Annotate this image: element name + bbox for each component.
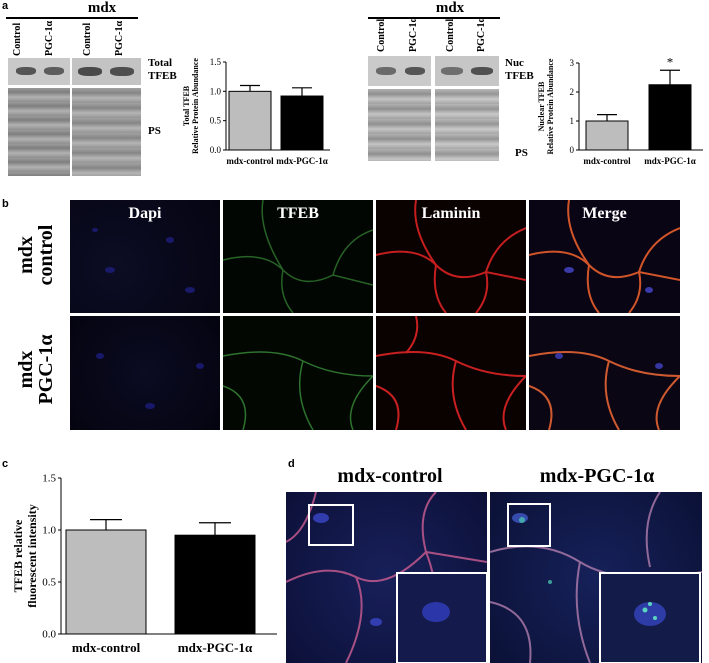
panel-letter-b: b (2, 198, 9, 210)
blot-label-total: Total TFEB (148, 57, 177, 83)
y-tick-label: 3 (570, 58, 575, 68)
x-tick-label: mdx-PGC-1α (644, 156, 696, 166)
image-merge-control: Merge (529, 200, 680, 313)
lane-label: Control (376, 18, 387, 52)
blot-label-ps: PS (515, 147, 528, 159)
column-label-dapi: Dapi (128, 205, 162, 222)
blot-strip (435, 56, 499, 86)
ponceau-stain (72, 88, 141, 176)
chart-a-left: 0.0 0.5 1.0 1.5 Total TFEBRelative Protein A… (182, 57, 330, 166)
x-tick-label: mdx-control (72, 640, 141, 655)
fiber-outline-icon (529, 351, 680, 430)
blot-label-nuc: Nuc TFEB (505, 57, 534, 83)
y-tick-label: 0.5 (42, 577, 56, 589)
ponceau-stain (368, 89, 431, 161)
ponceau-stain (8, 88, 70, 176)
blot-label-line: Nuc (505, 57, 524, 69)
d-title-pgc: mdx-PGC-1α (539, 465, 655, 487)
fiber-outline-icon (376, 316, 526, 430)
blot-label-line: TFEB (148, 70, 177, 82)
chart-a-right: 0 1 2 3 Nuclear TFEBRelative Protein Abundan… (537, 54, 703, 166)
row-label-control: mdx control (15, 205, 57, 305)
bar-mdx-PGC-1α (648, 84, 692, 151)
x-tick-label: mdx-PGC-1α (276, 156, 328, 166)
column-label-tfeb: TFEB (277, 205, 319, 222)
nuclei-icon (92, 228, 195, 293)
lane-label: PGC-1α (476, 16, 487, 52)
y-tick-label: 0.0 (210, 145, 222, 155)
fiber-outline-icon (286, 492, 487, 663)
group-line-right (368, 17, 500, 19)
image-merge-pgc (529, 316, 680, 430)
group-label-left: mdx (87, 0, 117, 16)
image-confocal-pgc (490, 492, 702, 663)
column-label-laminin: Laminin (421, 205, 481, 222)
fiber-outline-icon (223, 200, 373, 313)
group-label-right: mdx (435, 0, 465, 16)
x-tick-label: mdx-control (226, 156, 274, 166)
blot-strip (72, 58, 141, 85)
row-label-line: mdx (15, 236, 37, 274)
lane-label: PGC-1α (114, 20, 125, 56)
ponceau-stain (435, 89, 499, 161)
lane-label: PGC-1α (44, 20, 55, 56)
y-tick-label: 1.5 (42, 473, 56, 485)
significance-star: * (667, 54, 674, 69)
image-laminin-control: Laminin (376, 200, 526, 313)
lane-label: Control (445, 18, 456, 52)
image-tfeb-pgc (223, 316, 373, 430)
group-line-left (6, 17, 138, 19)
d-title-control: mdx-control (337, 465, 443, 487)
y-tick-label: 1.0 (42, 525, 56, 537)
row-label-line: mdx (15, 350, 37, 389)
row-label-pgc: mdx PGC-1α (15, 317, 57, 422)
bar-mdx-PGC-1α (174, 534, 256, 635)
image-confocal-control (286, 492, 487, 663)
y-tick-label: 1.5 (210, 57, 222, 67)
blot-strip (8, 58, 70, 85)
image-dapi-control: Dapi (70, 200, 220, 313)
y-tick-label: 0 (570, 145, 575, 155)
chart-c: 0.0 0.5 1.0 1.5 TFEB relativefluorescent int… (11, 473, 277, 655)
lane-label: Control (82, 22, 93, 56)
fiber-outline-icon (376, 200, 526, 313)
panel-letter-c: c (2, 458, 9, 470)
fiber-outline-icon (529, 200, 680, 313)
x-tick-label: mdx-control (583, 156, 631, 166)
bar-mdx-control (65, 529, 147, 635)
image-tfeb-control: TFEB (223, 200, 373, 313)
nuclei-icon (96, 353, 204, 409)
y-tick-label: 1 (570, 116, 575, 126)
bar-mdx-control (585, 120, 629, 151)
panel-letter-d: d (288, 458, 295, 470)
row-label-line: PGC-1α (35, 334, 57, 405)
bar-mdx-PGC-1α (280, 95, 324, 151)
x-tick-label: mdx-PGC-1α (178, 640, 253, 655)
fiber-outline-icon (223, 351, 373, 430)
y-tick-label: 0.5 (210, 116, 222, 126)
y-tick-label: 0.0 (42, 629, 56, 641)
blot-label-ps: PS (148, 125, 161, 137)
y-axis-label: Total TFEBRelative Protein Abundance (182, 58, 200, 154)
image-laminin-pgc (376, 316, 526, 430)
lane-label: Control (12, 22, 23, 56)
y-axis-label: TFEB relativefluorescent intensity (11, 504, 39, 607)
y-axis-label: Nuclear TFEBRelative Protein Abundance (537, 58, 555, 154)
column-label-merge: Merge (582, 205, 627, 222)
panel-letter-a: a (2, 0, 9, 12)
blot-strip (368, 56, 431, 86)
fiber-outline-icon (490, 492, 702, 663)
row-label-line: control (35, 224, 57, 286)
y-tick-label: 1.0 (210, 86, 222, 96)
blot-label-line: TFEB (505, 70, 534, 82)
bar-mdx-control (228, 90, 272, 151)
image-dapi-pgc (70, 316, 220, 430)
blot-label-line: Total (148, 57, 173, 69)
lane-label: PGC-1α (408, 16, 419, 52)
y-tick-label: 2 (570, 87, 575, 97)
microscopy-grid: Dapi TFEB Laminin Merge (70, 200, 680, 430)
